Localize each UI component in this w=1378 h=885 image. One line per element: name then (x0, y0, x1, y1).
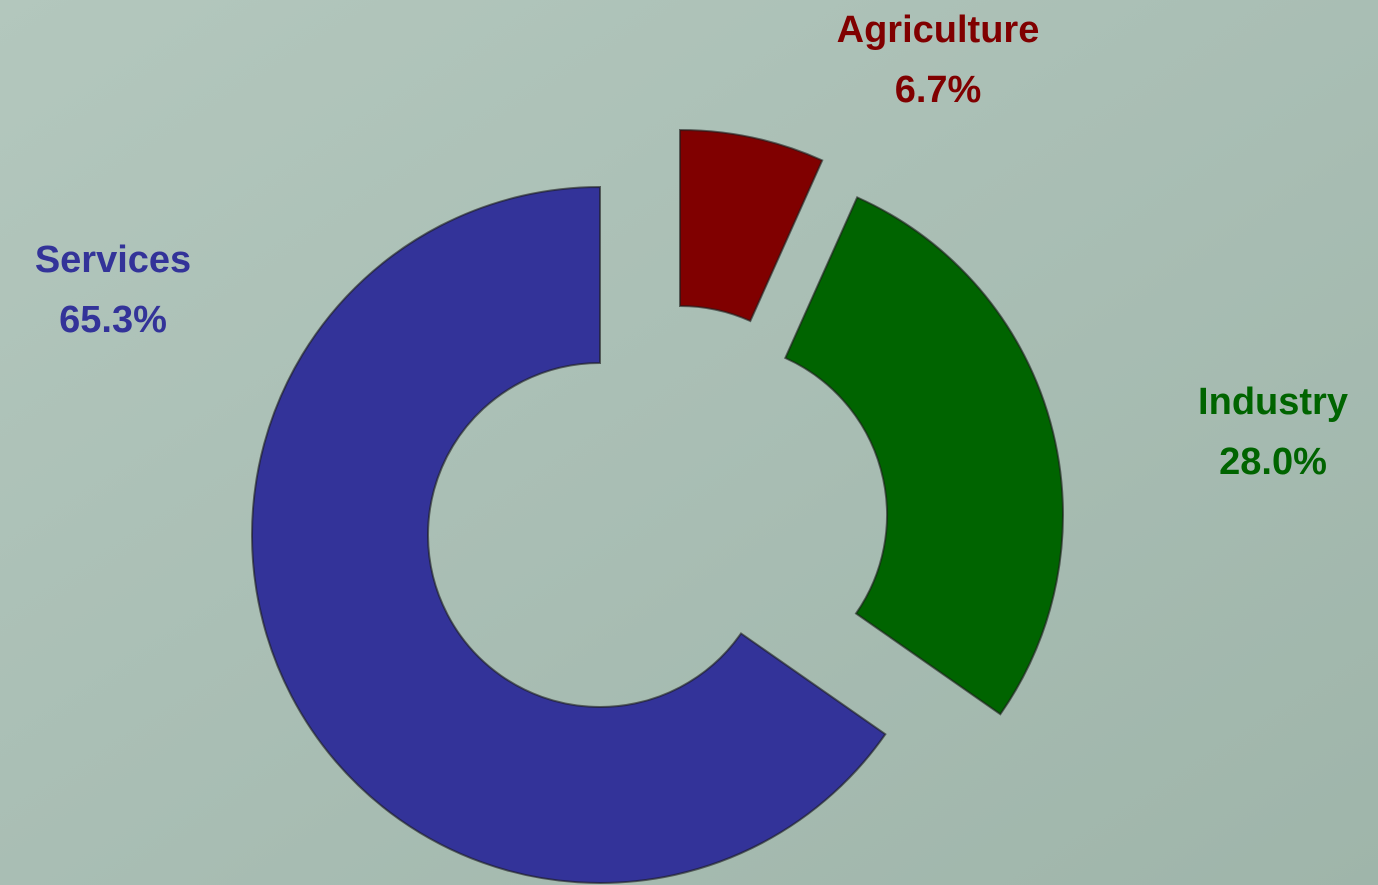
slice-value: 28.0% (1219, 441, 1327, 483)
slice-value: 6.7% (895, 69, 982, 111)
slice-label: Services (35, 239, 191, 281)
chart: Agriculture 6.7% Industry 28.0% Services 65.3… (0, 0, 1378, 885)
slice-label: Agriculture (837, 9, 1040, 51)
slice-label: Industry (1198, 381, 1348, 423)
page: Agriculture 6.7% Industry 28.0% Services 65.3… (0, 0, 1378, 885)
slice-value: 65.3% (59, 299, 167, 341)
